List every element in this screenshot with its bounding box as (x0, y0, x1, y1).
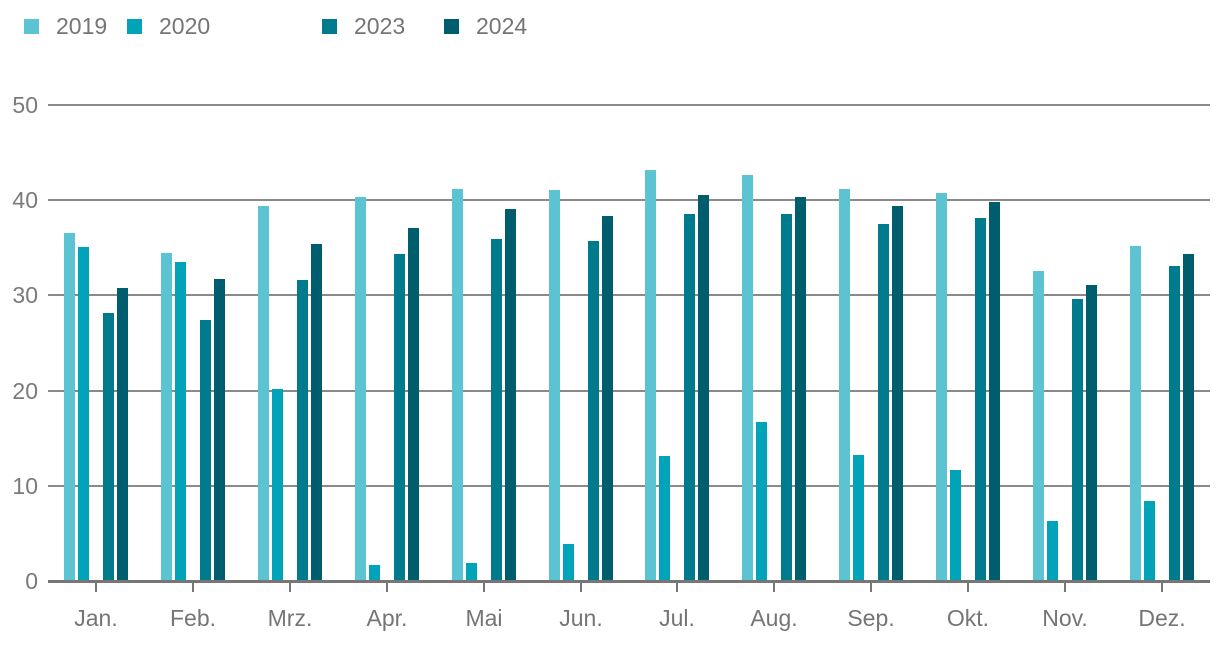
x-axis-tick-Jan (95, 583, 97, 592)
bar-2023-Nov (1072, 299, 1083, 581)
bar-2019-Okt (936, 193, 947, 581)
x-axis-label-Jul: Jul. (659, 605, 695, 631)
legend-label-2020: 2020 (159, 13, 211, 39)
bar-2023-Okt (975, 218, 986, 581)
bar-2024-Apr (408, 228, 419, 581)
bar-2024-Okt (989, 202, 1000, 581)
bar-2024-Nov (1086, 285, 1097, 581)
gridline-20 (48, 389, 1210, 392)
y-axis-tick-label-30: 30 (12, 282, 38, 309)
x-axis-label-Okt: Okt. (946, 605, 990, 631)
bar-2019-Jan (64, 233, 75, 581)
x-axis-label-Jun: Jun. (559, 605, 603, 631)
x-axis-tick-Mrz (289, 583, 291, 592)
x-axis-label-Sep: Sep. (847, 605, 895, 631)
bar-2023-Mrz (297, 280, 308, 581)
x-axis-tick-Aug (773, 583, 775, 592)
bar-2023-Aug (781, 214, 792, 581)
x-axis-label-Feb: Feb. (169, 605, 217, 631)
bar-2019-Apr (355, 197, 366, 581)
x-axis-line (48, 580, 1210, 583)
bar-2023-Jan (103, 313, 114, 581)
y-axis-tick-label-20: 20 (12, 377, 38, 404)
legend-swatch-2019 (24, 18, 39, 34)
bar-2019-Jun (549, 190, 560, 581)
bar-2020-Jan (78, 247, 89, 581)
bar-2019-Nov (1033, 271, 1044, 581)
bar-2020-Jun (563, 544, 574, 581)
x-axis-tick-Dez (1161, 583, 1163, 592)
bar-2020-Nov (1047, 521, 1058, 581)
bar-2020-Mai (466, 563, 477, 581)
x-axis-tick-Sep (870, 583, 872, 592)
legend-item-2024: 2024 (444, 12, 527, 40)
bar-2023-Apr (394, 254, 405, 581)
x-axis-tick-Apr (386, 583, 388, 592)
bar-2020-Aug (756, 422, 767, 581)
bar-2023-Sep (878, 224, 889, 581)
bar-2019-Mrz (258, 206, 269, 581)
legend-label-2019: 2019 (56, 13, 108, 39)
x-axis-tick-Okt (967, 583, 969, 592)
bar-2019-Dez (1130, 246, 1141, 581)
chart-legend: 2019 2020 2023 2024 (0, 12, 1220, 44)
bar-2020-Sep (853, 455, 864, 581)
x-axis-label-Nov: Nov. (1042, 605, 1088, 631)
y-axis-tick-label-10: 10 (12, 472, 38, 499)
gridline-40 (48, 199, 1210, 202)
bar-2024-Mrz (311, 244, 322, 581)
gridline-50 (48, 104, 1210, 106)
bar-2020-Feb (175, 262, 186, 581)
bar-2023-Dez (1169, 266, 1180, 581)
bar-2024-Jun (602, 216, 613, 581)
x-axis-label-Apr: Apr. (366, 605, 408, 631)
bar-2024-Feb (214, 279, 225, 581)
bar-2020-Mrz (272, 389, 283, 581)
legend-item-2020: 2020 (127, 12, 210, 40)
bar-2024-Jan (117, 288, 128, 581)
x-axis-tick-Jun (580, 583, 582, 592)
y-axis-tick-label-50: 50 (12, 92, 38, 118)
bar-2023-Jul (684, 214, 695, 581)
legend-label-2023: 2023 (354, 13, 406, 39)
bar-2024-Aug (795, 197, 806, 581)
legend-label-2024: 2024 (476, 13, 528, 39)
x-axis-label-Aug: Aug. (750, 605, 798, 631)
bar-2020-Jul (659, 456, 670, 581)
y-axis-tick-label-40: 40 (12, 187, 38, 214)
legend-item-2023: 2023 (322, 12, 405, 40)
bar-2023-Jun (588, 241, 599, 581)
x-axis-tick-Mai (483, 583, 485, 592)
bar-2019-Jul (645, 170, 656, 581)
x-axis-tick-Nov (1064, 583, 1066, 592)
bar-2019-Sep (839, 189, 850, 581)
x-axis-label-Dez: Dez. (1138, 605, 1186, 631)
bar-2024-Dez (1183, 254, 1194, 581)
bar-2023-Mai (491, 239, 502, 581)
bar-2019-Feb (161, 253, 172, 581)
y-axis-tick-label-0: 0 (25, 568, 38, 594)
bar-2024-Sep (892, 206, 903, 581)
bar-2024-Jul (698, 195, 709, 581)
x-axis-tick-Feb (192, 583, 194, 592)
bar-2020-Dez (1144, 501, 1155, 581)
bar-2020-Apr (369, 565, 380, 581)
bar-2019-Mai (452, 189, 463, 581)
gridline-10 (48, 484, 1210, 487)
x-axis-label-Mrz: Mrz. (267, 605, 313, 631)
bar-2020-Okt (950, 470, 961, 581)
legend-swatch-2020 (127, 18, 142, 34)
bar-2019-Aug (742, 175, 753, 581)
x-axis-label-Jan: Jan. (74, 605, 118, 631)
bar-2023-Feb (200, 320, 211, 581)
legend-swatch-2023 (322, 18, 337, 34)
legend-item-2019: 2019 (24, 12, 107, 40)
x-axis-tick-Jul (676, 583, 678, 592)
bar-2024-Mai (505, 209, 516, 581)
x-axis-label-Mai: Mai (465, 605, 503, 631)
legend-swatch-2024 (444, 18, 459, 34)
gridline-30 (48, 294, 1210, 297)
